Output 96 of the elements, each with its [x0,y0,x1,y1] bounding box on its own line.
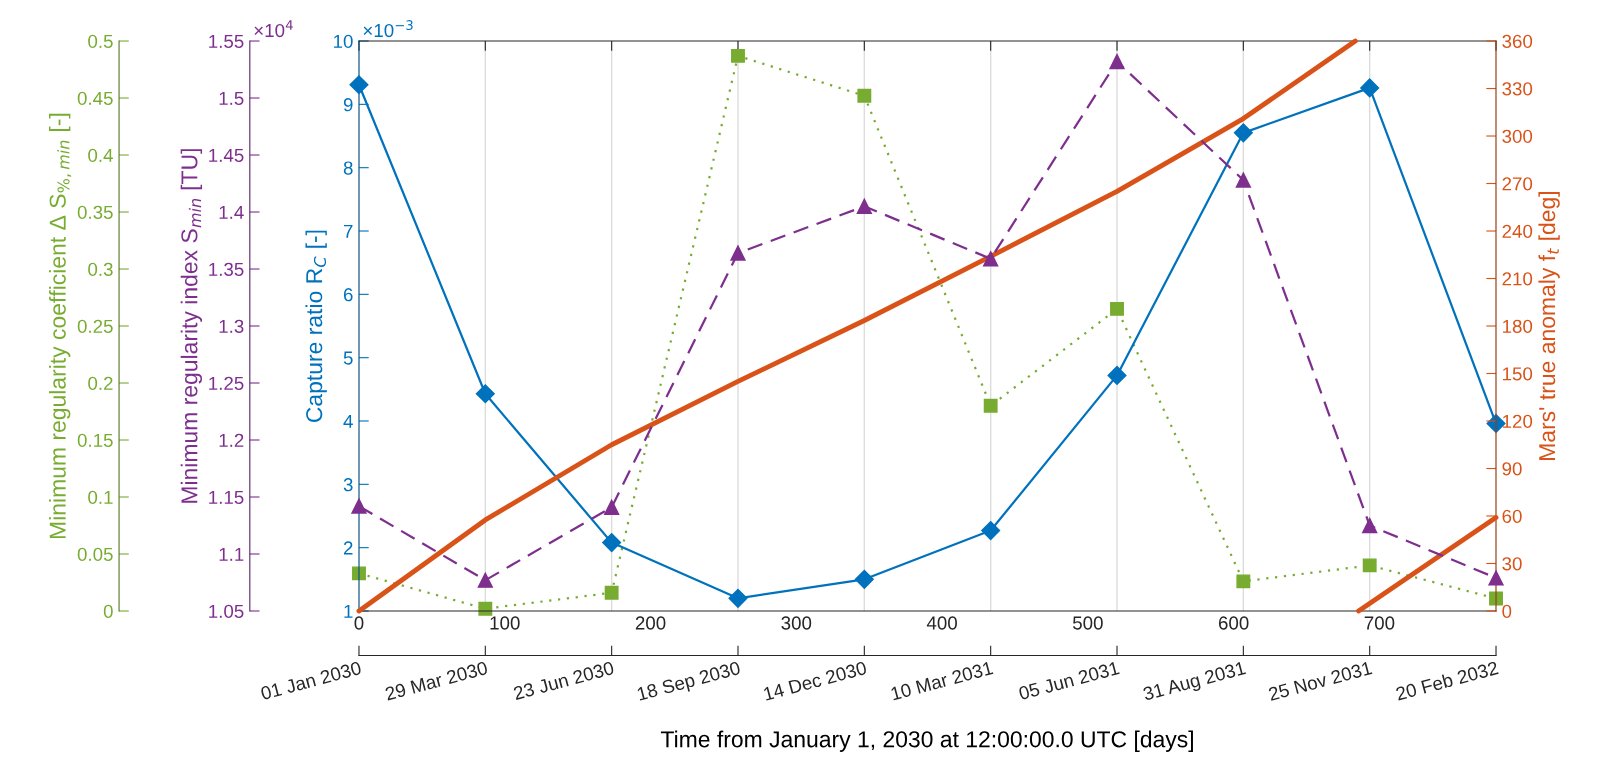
x-tick-label: 600 [1218,616,1249,630]
y2-tick-label: 180 [1503,319,1533,333]
point [981,521,1001,541]
point [730,245,746,261]
point [1233,123,1253,143]
y-tick-label: 4 [343,414,353,428]
point [604,499,620,515]
point [983,398,998,413]
point [1107,365,1127,385]
x-tick-label: 31 Aug 2031 [1142,661,1247,705]
point [1362,558,1377,573]
y-tick-label: 0.2 [88,376,113,390]
y-tick-label: 0.05 [77,547,113,561]
y3-tick-label: 1.5 [219,91,244,105]
point [728,588,748,608]
point [1488,570,1504,586]
y3-tick-label: 1.05 [209,604,244,618]
y-tick-label: 7 [343,224,353,238]
point [477,572,493,588]
point [731,48,745,63]
y3-tick-label: 1.1 [219,547,244,561]
y3-tick-label: 1.55 [209,34,244,48]
y2-axis-title: Mars' true anomaly f$_{t}$ [deg] [1538,192,1560,460]
point [854,569,874,589]
y-tick-label: 0.15 [77,433,113,447]
y-tick-label: 1 [344,604,353,618]
y2-tick-label: 300 [1502,129,1533,143]
y3-tick-label: 1.45 [209,148,244,162]
x-tick-label: 20 Feb 2032 [1395,660,1499,701]
x-tick-label: 500 [1072,616,1103,630]
y2-tick-label: 30 [1502,557,1522,571]
y2-tick-label: 90 [1502,462,1522,476]
y-tick-label: 10 [334,34,353,48]
y-tick-label: 9 [343,98,353,112]
y-tick-label: 6 [343,288,353,302]
y3-axis-title: Minimum regularity index S$_{min}$ [TU] [180,149,203,503]
point [1110,301,1124,316]
x-tick-label: 01 Jan 2030 [260,660,362,701]
y3-tick-label: 1.3 [219,319,244,333]
y2-tick-label: 240 [1502,224,1533,238]
y3-tick-label: 1.25 [209,376,244,390]
point [856,198,872,214]
y2-tick-label: 210 [1502,272,1533,286]
x-tick-label: 10 Mar 2031 [890,661,994,701]
y3-tick-label: 1.15 [209,490,244,504]
point [351,498,367,514]
text: ×10$^{−3}$ [363,20,413,38]
y2-tick-label: 330 [1502,82,1533,96]
point [1109,53,1125,70]
x-tick-label: 23 Jun 2030 [513,660,615,701]
y-tick-label: 0.1 [88,490,113,504]
y-tick-label: 0.35 [77,205,113,219]
y2-tick-label: 360 [1502,34,1533,48]
y-tick-label: 0.4 [88,148,113,162]
y3-tick-label: 1.35 [209,262,244,276]
x-tick-label: 400 [926,616,957,630]
point [349,75,369,95]
y2-tick-label: 270 [1502,177,1533,191]
y-tick-label: 0.5 [88,34,113,48]
y-tick-label: 0 [103,604,113,618]
y-tick-label: 0.45 [77,91,113,105]
x-tick-label: 29 Mar 2030 [384,660,489,701]
x-tick-label: 25 Nov 2031 [1268,661,1373,701]
y-axis-title: Minimum regularity coefficient Δ S$_{%,min}$ [-] [49,113,72,539]
point [604,585,619,600]
x-tick-label: 14 Dec 2030 [763,660,868,701]
y-tick-label: 2 [343,541,353,555]
point [1362,517,1378,534]
x-tick-label: 0 [354,616,364,630]
point [1360,78,1380,98]
point [602,533,622,553]
x-tick-label: 300 [781,616,812,630]
y-tick-label: 5 [343,351,353,365]
y3-tick-label: 1.4 [219,205,244,219]
y2-tick-label: 120 [1503,414,1533,428]
point [983,251,999,267]
point [1236,574,1251,589]
x-tick-label: 700 [1364,616,1395,630]
y2-tick-label: 150 [1503,367,1533,381]
point [857,88,872,103]
x-tick-label: 100 [490,616,520,630]
y-tick-label: 3 [343,478,353,492]
point [475,384,495,404]
y2-tick-label: 0 [1502,604,1512,618]
x-tick-label: 200 [635,616,666,630]
text: ×10$^{4}$ [254,20,293,38]
y-axis-title: Capture ratio R$_{C}$ [-] [305,230,327,423]
y2-tick-label: 60 [1502,509,1522,523]
y-tick-label: 0.25 [77,319,113,333]
x-tick-label: 05 Jun 2031 [1018,661,1120,701]
y-tick-label: 8 [343,161,353,175]
y3-tick-label: 1.2 [219,433,244,447]
y-tick-label: 0.3 [88,262,113,276]
x-tick-label: 18 Sep 2030 [636,660,742,705]
x-axis-title: Time from January 1, 2030 at 12:00:00.0 UTC [days] [660,730,1193,752]
point [1235,172,1251,188]
